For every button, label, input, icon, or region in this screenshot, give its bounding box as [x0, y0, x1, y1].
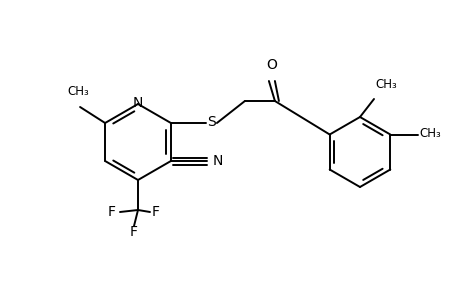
Text: F: F: [151, 205, 160, 219]
Text: S: S: [207, 115, 215, 129]
Text: CH₃: CH₃: [419, 127, 440, 140]
Text: N: N: [213, 154, 223, 168]
Text: N: N: [133, 96, 143, 110]
Text: F: F: [108, 205, 116, 219]
Text: CH₃: CH₃: [374, 78, 396, 91]
Text: CH₃: CH₃: [67, 85, 89, 98]
Text: F: F: [130, 225, 138, 239]
Text: O: O: [266, 58, 277, 72]
